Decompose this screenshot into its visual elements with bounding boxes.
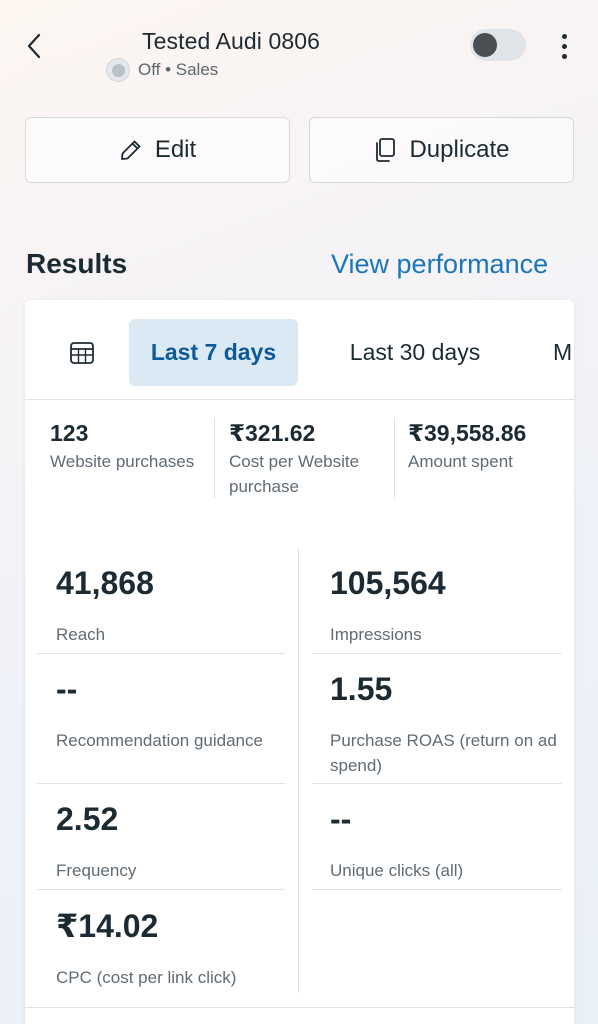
metric-value: 1.55 (330, 671, 393, 707)
back-button[interactable] (20, 30, 48, 62)
card-bottom-divider (25, 1007, 574, 1008)
metric-label: Reach (56, 625, 106, 644)
campaign-toggle[interactable] (470, 29, 526, 61)
divider (312, 653, 562, 654)
campaign-title: Tested Audi 0806 (142, 28, 321, 54)
summary-amount-spent: ₹39,558.86 Amount spent (408, 420, 568, 474)
divider (312, 889, 562, 890)
divider (214, 418, 215, 498)
results-card: Last 7 days Last 30 days M 123 Website p… (25, 300, 574, 1024)
metric-value: 41,868 (56, 565, 154, 601)
status-row: Off • Sales (106, 58, 218, 82)
summary-label: Amount spent (408, 452, 513, 471)
tab-last-7-days[interactable]: Last 7 days (129, 319, 298, 386)
metric-label: Unique clicks (all) (330, 861, 464, 880)
divider (312, 783, 562, 784)
summary-cost-per-purchase: ₹321.62 Cost per Website purchase (229, 420, 389, 499)
metric-frequency: 2.52 Frequency (56, 801, 286, 883)
summary-website-purchases: 123 Website purchases (50, 420, 210, 474)
metric-impressions: 105,564 Impressions (330, 565, 560, 647)
edit-label: Edit (154, 136, 197, 163)
more-options-icon[interactable] (552, 30, 576, 62)
duplicate-label: Duplicate (409, 136, 510, 163)
duplicate-button[interactable]: Duplicate (309, 117, 574, 183)
metric-value: -- (56, 671, 78, 707)
results-title: Results (26, 248, 128, 279)
metric-label: Recommendation guidance (56, 731, 263, 750)
metric-value: 2.52 (56, 801, 119, 837)
divider (37, 783, 285, 784)
metric-value: 105,564 (330, 565, 446, 601)
date-range-tabs: Last 7 days Last 30 days M (25, 300, 574, 400)
toggle-knob (473, 33, 497, 57)
metric-label: CPC (cost per link click) (56, 968, 237, 987)
metric-unique-clicks: -- Unique clicks (all) (330, 801, 560, 883)
metric-purchase-roas: 1.55 Purchase ROAS (return on ad spend) (330, 671, 560, 778)
summary-label: Website purchases (50, 452, 195, 471)
chevron-left-icon (27, 33, 41, 59)
view-performance-link[interactable]: View performance (331, 249, 549, 279)
summary-label: Cost per Website purchase (229, 452, 360, 496)
metric-recommendation-guidance: -- Recommendation guidance (56, 671, 286, 753)
tab-last-30-days[interactable]: Last 30 days (349, 339, 481, 365)
summary-value: ₹39,558.86 (408, 420, 527, 446)
metric-label: Purchase ROAS (return on ad spend) (330, 731, 557, 775)
metric-label: Impressions (330, 625, 422, 644)
summary-value: 123 (50, 420, 89, 446)
status-off-icon (106, 58, 130, 82)
divider (37, 653, 285, 654)
metric-value: ₹14.02 (56, 908, 159, 944)
metric-reach: 41,868 Reach (56, 565, 286, 647)
metric-label: Frequency (56, 861, 137, 880)
metric-cpc: ₹14.02 CPC (cost per link click) (56, 907, 286, 990)
pencil-icon (120, 140, 141, 160)
divider (37, 889, 285, 890)
divider (394, 418, 395, 498)
column-divider (298, 548, 299, 993)
header: Tested Audi 0806 Off • Sales (0, 0, 598, 100)
calendar-table-icon[interactable] (69, 340, 95, 366)
metric-value: -- (330, 801, 352, 837)
summary-value: ₹321.62 (229, 420, 316, 446)
edit-button[interactable]: Edit (25, 117, 290, 183)
status-text: Off • Sales (138, 60, 219, 79)
tab-more[interactable]: M (553, 339, 573, 365)
duplicate-icon (376, 138, 396, 162)
